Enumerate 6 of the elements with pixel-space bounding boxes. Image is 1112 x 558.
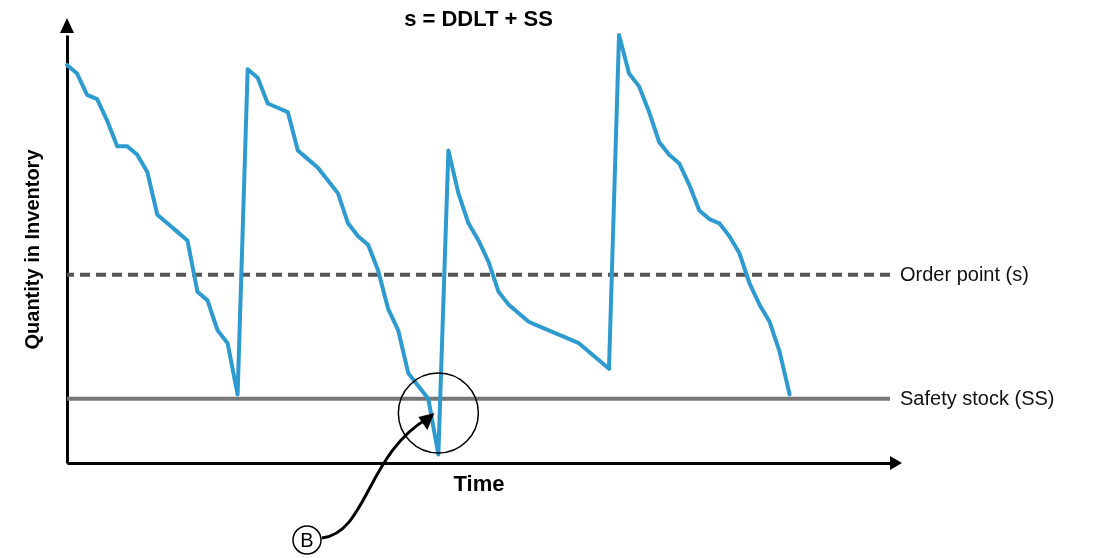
- ref-line-label: Safety stock (SS): [900, 386, 1055, 409]
- text: B: [300, 529, 314, 551]
- y-axis-title: Quantity in Inventory: [20, 148, 43, 350]
- x-axis-title: Time: [453, 470, 505, 496]
- chart-title: s = DDLT + SS: [404, 6, 553, 31]
- ref-line-label: Order point (s): [900, 262, 1029, 285]
